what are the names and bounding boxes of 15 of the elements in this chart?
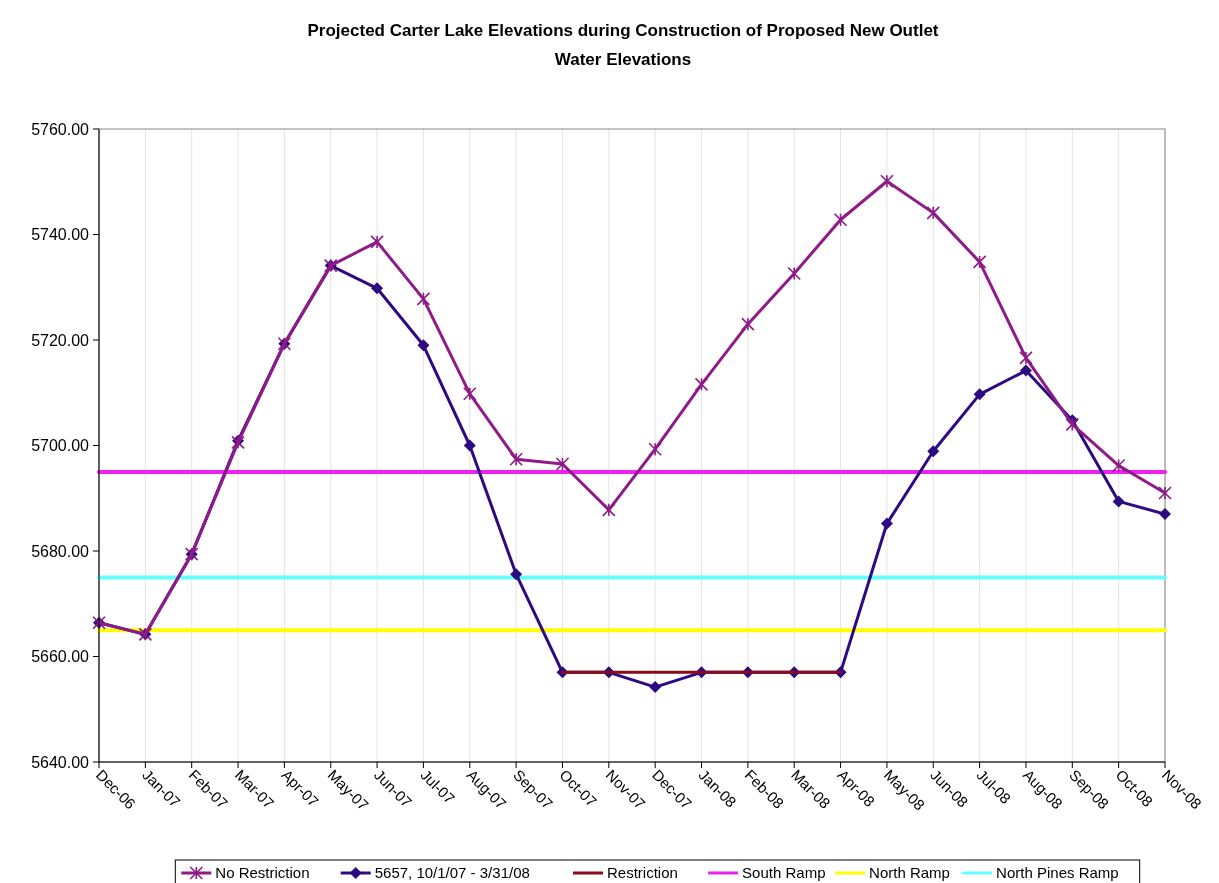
legend-label: Restriction	[607, 864, 678, 882]
legend-label: North Pines Ramp	[996, 864, 1119, 882]
legend-label: South Ramp	[742, 864, 826, 882]
chart-subtitle: Water Elevations	[554, 50, 692, 69]
y-tick-label: 5760.00	[31, 120, 90, 138]
y-tick-label: 5680.00	[31, 542, 90, 560]
y-tick-label: 5700.00	[31, 437, 90, 455]
y-tick-label: 5720.00	[31, 331, 90, 349]
y-tick-label: 5660.00	[31, 648, 90, 666]
legend-label: No Restriction	[215, 864, 310, 882]
y-tick-label: 5740.00	[31, 226, 90, 244]
y-tick-label: 5640.00	[31, 753, 90, 771]
legend-label: North Ramp	[869, 864, 950, 882]
chart-title: Projected Carter Lake Elevations during Construction of Proposed New Outlet	[307, 21, 939, 40]
legend-label: 5657, 10/1/07 - 3/31/08	[374, 864, 530, 882]
